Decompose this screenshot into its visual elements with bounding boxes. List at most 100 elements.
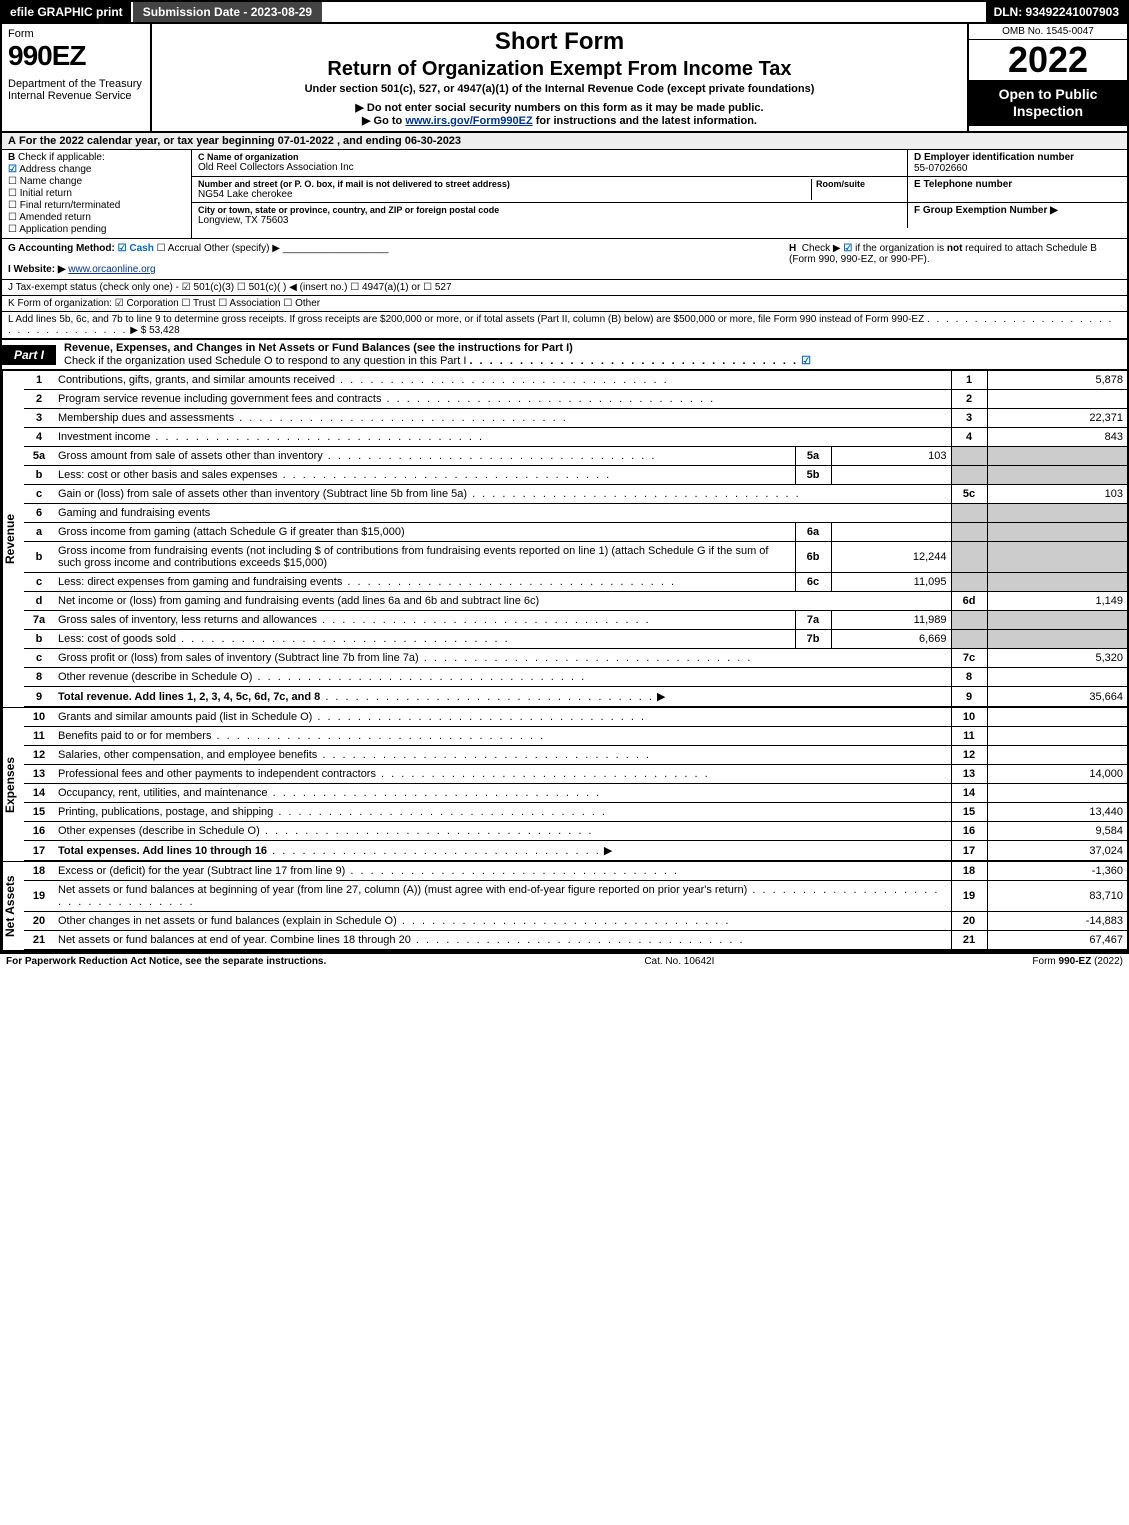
line-9: 9 Total revenue. Add lines 1, 2, 3, 4, 5…	[24, 687, 1127, 707]
l21-desc: Net assets or fund balances at end of ye…	[58, 934, 411, 946]
part-i-check[interactable]: ☑	[801, 355, 811, 367]
h-text: H Check ▶ ☑ if the organization is not r…	[789, 243, 1121, 265]
g-accrual[interactable]: ☐ Accrual	[157, 243, 202, 254]
header-right: OMB No. 1545-0047 2022 Open to Public In…	[967, 24, 1127, 131]
l2-rn: 2	[951, 390, 987, 409]
e-label: E Telephone number	[914, 179, 1012, 190]
l5a-sn: 5a	[795, 447, 831, 466]
chk-initial-return[interactable]: ☐	[8, 188, 17, 199]
l17-desc: Total expenses. Add lines 10 through 16	[58, 845, 267, 857]
g-other: Other (specify) ▶	[204, 243, 280, 254]
row-j: J Tax-exempt status (check only one) - ☑…	[0, 280, 1129, 296]
l14-rv	[987, 784, 1127, 803]
l-value: 53,428	[149, 325, 180, 336]
sub3-post: for instructions and the latest informat…	[533, 115, 757, 127]
row-a: A For the 2022 calendar year, or tax yea…	[0, 133, 1129, 150]
l6c-no: c	[24, 573, 54, 592]
line-5b: b Less: cost or other basis and sales ex…	[24, 466, 1127, 485]
l12-rv	[987, 746, 1127, 765]
i-label: I Website: ▶	[8, 264, 66, 275]
chk-amended-return[interactable]: ☐	[8, 212, 17, 223]
l7a-no: 7a	[24, 611, 54, 630]
l15-desc: Printing, publications, postage, and shi…	[58, 806, 273, 818]
l6b-sn: 6b	[795, 542, 831, 573]
l5a-sv: 103	[831, 447, 951, 466]
spacer	[322, 2, 985, 22]
l6a-rn-shade	[951, 523, 987, 542]
l12-rn: 12	[951, 746, 987, 765]
subtitle-3: ▶ Go to www.irs.gov/Form990EZ for instru…	[158, 114, 961, 127]
l6a-no: a	[24, 523, 54, 542]
l3-desc: Membership dues and assessments	[58, 412, 234, 424]
chk-name-change[interactable]: ☐	[8, 176, 17, 187]
page-footer: For Paperwork Reduction Act Notice, see …	[0, 952, 1129, 969]
l5a-no: 5a	[24, 447, 54, 466]
label-b: B	[8, 152, 15, 163]
chk-application-pending[interactable]: ☐	[8, 224, 17, 235]
l6b-rn-shade	[951, 542, 987, 573]
l10-rv	[987, 708, 1127, 727]
line-7a: 7a Gross sales of inventory, less return…	[24, 611, 1127, 630]
irs-link[interactable]: www.irs.gov/Form990EZ	[405, 115, 532, 127]
line-11: 11 Benefits paid to or for members 11	[24, 727, 1127, 746]
line-8: 8 Other revenue (describe in Schedule O)…	[24, 668, 1127, 687]
l11-rv	[987, 727, 1127, 746]
l4-rv: 843	[987, 428, 1127, 447]
chk-final-return[interactable]: ☐	[8, 200, 17, 211]
l17-no: 17	[24, 841, 54, 861]
l14-no: 14	[24, 784, 54, 803]
l11-desc: Benefits paid to or for members	[58, 730, 211, 742]
l2-no: 2	[24, 390, 54, 409]
l7c-rn: 7c	[951, 649, 987, 668]
l7b-desc: Less: cost of goods sold	[58, 633, 176, 645]
l18-rv: -1,360	[987, 862, 1127, 881]
i-website[interactable]: www.orcaonline.org	[68, 264, 155, 275]
col-c: C Name of organization Old Reel Collecto…	[192, 150, 1127, 238]
l19-rn: 19	[951, 881, 987, 912]
l5b-desc: Less: cost or other basis and sales expe…	[58, 469, 278, 481]
l15-no: 15	[24, 803, 54, 822]
l10-rn: 10	[951, 708, 987, 727]
l20-no: 20	[24, 912, 54, 931]
l5a-desc: Gross amount from sale of assets other t…	[58, 450, 323, 462]
l-arrow: ▶ $	[130, 325, 146, 336]
tax-year: 2022	[969, 40, 1127, 80]
l6d-rv: 1,149	[987, 592, 1127, 611]
lbl-initial-return: Initial return	[20, 188, 72, 199]
open-to-public: Open to Public Inspection	[969, 80, 1127, 126]
l21-rv: 67,467	[987, 931, 1127, 950]
l16-rn: 16	[951, 822, 987, 841]
chk-address-change[interactable]: ☑	[8, 164, 17, 175]
side-netassets: Net Assets	[2, 862, 24, 950]
form-word: Form	[8, 28, 144, 40]
c-city-label: City or town, state or province, country…	[198, 205, 901, 215]
netassets-section: Net Assets 18 Excess or (deficit) for th…	[0, 861, 1129, 952]
l5a-rv-shade	[987, 447, 1127, 466]
b-heading: Check if applicable:	[18, 152, 105, 163]
block-b-through-f: B Check if applicable: ☑ Address change …	[0, 150, 1129, 239]
col-b: B Check if applicable: ☑ Address change …	[2, 150, 192, 238]
l5c-rv: 103	[987, 485, 1127, 504]
lbl-final-return: Final return/terminated	[20, 200, 121, 211]
l8-desc: Other revenue (describe in Schedule O)	[58, 671, 252, 683]
dept-1: Department of the Treasury	[8, 78, 144, 90]
form-header: Form 990EZ Department of the Treasury In…	[0, 24, 1129, 133]
expenses-section: Expenses 10 Grants and similar amounts p…	[0, 707, 1129, 861]
title-short-form: Short Form	[158, 28, 961, 56]
l8-no: 8	[24, 668, 54, 687]
footer-left: For Paperwork Reduction Act Notice, see …	[6, 956, 326, 967]
l5c-desc: Gain or (loss) from sale of assets other…	[58, 488, 467, 500]
line-2: 2 Program service revenue including gove…	[24, 390, 1127, 409]
l5b-no: b	[24, 466, 54, 485]
l6b-desc: Gross income from fundraising events (no…	[58, 545, 768, 569]
l16-rv: 9,584	[987, 822, 1127, 841]
k-text: K Form of organization: ☑ Corporation ☐ …	[8, 298, 320, 309]
line-12: 12 Salaries, other compensation, and emp…	[24, 746, 1127, 765]
g-cash[interactable]: ☑ Cash	[118, 243, 154, 254]
l6b-rv-shade	[987, 542, 1127, 573]
l-text: L Add lines 5b, 6c, and 7b to line 9 to …	[8, 314, 924, 325]
line-5c: c Gain or (loss) from sale of assets oth…	[24, 485, 1127, 504]
l5b-rv-shade	[987, 466, 1127, 485]
l6c-desc: Less: direct expenses from gaming and fu…	[58, 576, 342, 588]
l3-rv: 22,371	[987, 409, 1127, 428]
